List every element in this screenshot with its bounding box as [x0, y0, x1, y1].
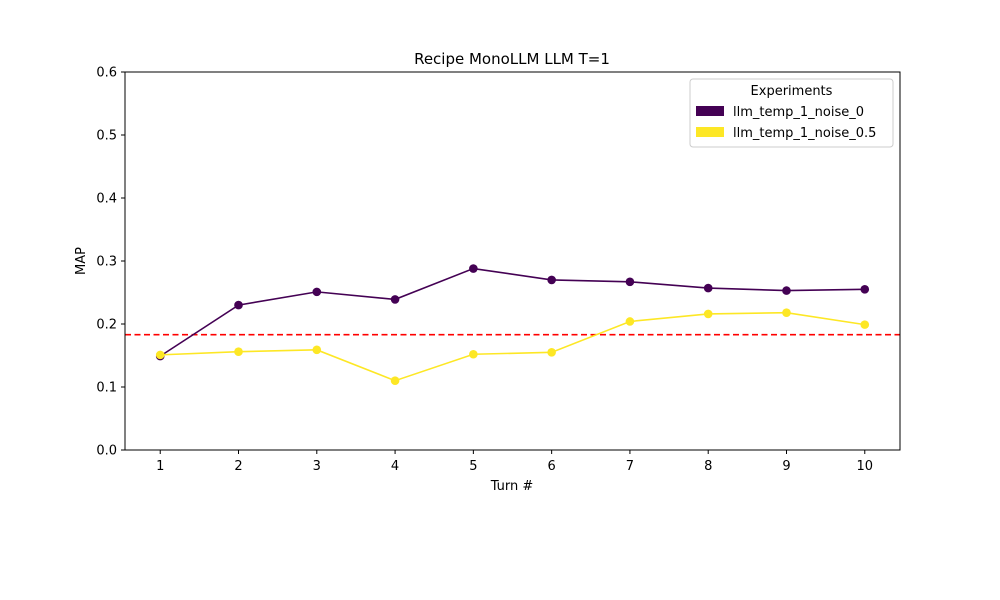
x-tick-label: 8: [704, 459, 712, 474]
chart-marks: [125, 264, 900, 386]
legend-title: Experiments: [751, 84, 833, 99]
y-tick-label: 0.0: [96, 444, 117, 459]
series-2-point: [312, 345, 322, 355]
series-2-point: [469, 349, 478, 359]
series-1-point: [625, 277, 635, 287]
series-1-point: [782, 286, 791, 295]
legend-swatch-2: [696, 127, 724, 137]
chart-title: Recipe MonoLLM LLM T=1: [414, 50, 610, 68]
axes: 1 2 3 4 5 6 7 8 9 10 0.0 0.1 0.2 0.3 0.4 0.5 0.6: [96, 66, 901, 474]
y-tick-label: 0.2: [96, 318, 117, 333]
series-2-point: [390, 376, 400, 386]
series-line-2: [160, 311, 865, 382]
y-tick-label: 0.3: [96, 255, 117, 270]
series-2-point: [155, 350, 165, 360]
series-1-point: [547, 275, 556, 285]
series-1-point: [390, 295, 400, 304]
legend-label-2: llm_temp_1_noise_0.5: [733, 126, 876, 141]
x-tick-label: 6: [548, 459, 556, 474]
x-tick-label: 9: [782, 459, 790, 474]
x-tick-label: 1: [156, 459, 164, 474]
y-tick-label: 0.4: [96, 192, 117, 207]
legend-label-1: llm_temp_1_noise_0: [733, 105, 864, 120]
y-tick-label: 0.5: [96, 129, 117, 144]
y-tick-label: 0.1: [96, 381, 117, 396]
x-tick-label: 4: [391, 459, 399, 474]
y-axis-label: MAP: [74, 247, 89, 275]
x-tick-label: 7: [626, 459, 634, 474]
x-axis-label: Turn #: [490, 479, 534, 494]
series-2-point: [782, 308, 791, 317]
series-2-point: [625, 317, 635, 326]
series-1-point: [469, 264, 478, 273]
x-tick-label: 2: [234, 459, 242, 474]
series-line-1: [159, 267, 865, 357]
x-tick-label: 10: [856, 459, 873, 474]
series-2-point: [703, 309, 713, 319]
legend-swatch-1: [696, 106, 724, 116]
x-tick-label: 5: [469, 459, 477, 474]
series-1-point: [312, 287, 322, 297]
series-2-point: [234, 347, 243, 357]
series-1-point: [234, 300, 243, 310]
legend-box: [689, 78, 894, 148]
x-tick-label: 3: [313, 459, 321, 474]
series-1-point: [860, 285, 870, 294]
series-2-point: [860, 320, 870, 329]
series-2-point: [547, 348, 556, 357]
series-1-point: [703, 283, 713, 293]
y-tick-label: 0.6: [96, 66, 117, 81]
legend: Experiments llm_temp_1_noise_0 llm_temp_1_…: [689, 78, 894, 148]
